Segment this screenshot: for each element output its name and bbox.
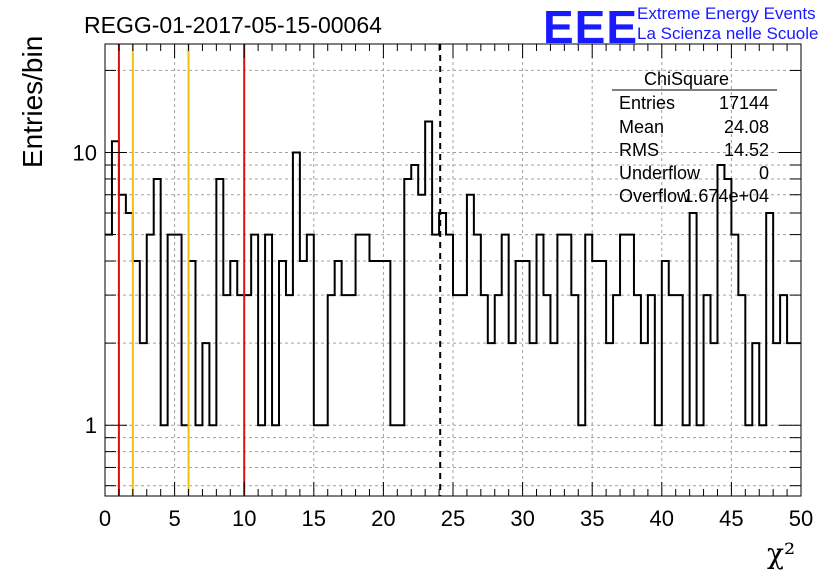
x-tick-label: 10 [232,506,256,531]
stats-label: Mean [619,117,665,137]
eee-logo: EEE [543,1,639,53]
x-tick-label: 20 [371,506,395,531]
y-axis-label: Entries/bin [17,35,48,168]
x-tick-label: 30 [510,506,534,531]
stats-label: RMS [619,140,659,160]
x-tick-label: 50 [789,506,813,531]
stats-value: 1.674e+04 [683,186,769,206]
stats-box-title: ChiSquare [644,69,730,89]
chart-title: REGG-01-2017-05-15-00064 [84,12,382,38]
y-tick-label: 1 [85,413,97,438]
histogram-series [105,120,801,427]
stats-label: Underflow [619,163,701,183]
x-tick-label: 40 [650,506,674,531]
logo-line-2: La Scienza nelle Scuole [637,24,819,43]
x-axis-label: χ² [767,537,796,570]
stats-label: Overflow [619,186,691,206]
stats-value: 24.08 [723,117,769,137]
x-tick-label: 15 [302,506,326,531]
stats-value: 14.52 [723,140,769,160]
x-tick-label: 45 [719,506,743,531]
logo-line-1: Extreme Energy Events [637,4,816,23]
x-tick-label: 0 [99,506,111,531]
y-tick-label: 10 [73,141,97,166]
x-tick-label: 5 [168,506,180,531]
x-tick-label: 25 [441,506,465,531]
stats-label: Entries [619,93,676,113]
x-tick-label: 35 [580,506,604,531]
stats-value: 17144 [718,93,769,113]
stats-value: 0 [758,163,769,183]
